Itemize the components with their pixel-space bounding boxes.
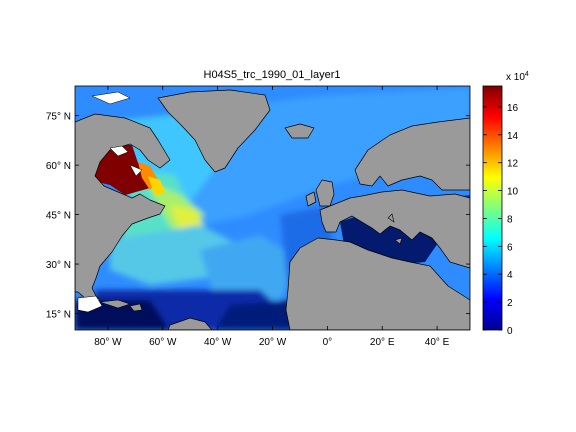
- scandinavia: [354, 117, 470, 191]
- colorbar-tick-label: 10: [507, 187, 519, 198]
- lon-tick-label: 40° W: [204, 337, 232, 348]
- longitude-ticks: 80° W 60° W 40° W 20° W 0° 20° E 40° E: [94, 86, 450, 348]
- land-masses: [75, 89, 470, 330]
- lon-tick-label: 60° W: [149, 337, 177, 348]
- latitude-ticks: 75° N 60° N 45° N 30° N 15° N: [46, 112, 470, 321]
- colorbar: [483, 86, 502, 330]
- map-area: [75, 86, 470, 330]
- colorbar-tick-label: 2: [507, 298, 513, 309]
- colorbar-ticks: 0 2 4 6 8 10 12 14 16: [483, 103, 519, 337]
- europe: [319, 189, 470, 269]
- iceland: [284, 123, 315, 139]
- greenland: [157, 89, 271, 173]
- lat-tick-label: 30° N: [46, 260, 71, 271]
- colorbar-frame: [482, 85, 503, 331]
- south-america: [167, 317, 213, 330]
- lat-tick-label: 15° N: [46, 310, 71, 321]
- map-title: H04S5_trc_1990_01_layer1: [204, 69, 341, 81]
- colorbar-tick-label: 4: [507, 270, 513, 281]
- colorbar-tick-label: 8: [507, 214, 513, 225]
- africa: [285, 237, 470, 330]
- lat-tick-label: 60° N: [46, 161, 71, 172]
- lon-tick-label: 0°: [323, 337, 333, 348]
- lon-tick-label: 40° E: [425, 337, 450, 348]
- lon-tick-label: 20° E: [370, 337, 395, 348]
- lat-tick-label: 45° N: [46, 211, 71, 222]
- british-isles: [315, 179, 335, 207]
- lon-tick-label: 80° W: [94, 337, 122, 348]
- colorbar-scale-label: x 104: [506, 71, 529, 83]
- lon-tick-label: 20° W: [259, 337, 287, 348]
- colorbar-tick-label: 0: [507, 326, 513, 337]
- colorbar-tick-label: 6: [507, 242, 513, 253]
- colorbar-tick-label: 12: [507, 159, 519, 170]
- nodata-areas: [77, 91, 143, 313]
- colorbar-tick-label: 14: [507, 131, 519, 142]
- islands: [99, 213, 403, 312]
- north-america: [75, 113, 171, 307]
- ireland: [305, 191, 317, 207]
- colorbar-tick-label: 16: [507, 103, 519, 114]
- lat-tick-label: 75° N: [46, 112, 71, 123]
